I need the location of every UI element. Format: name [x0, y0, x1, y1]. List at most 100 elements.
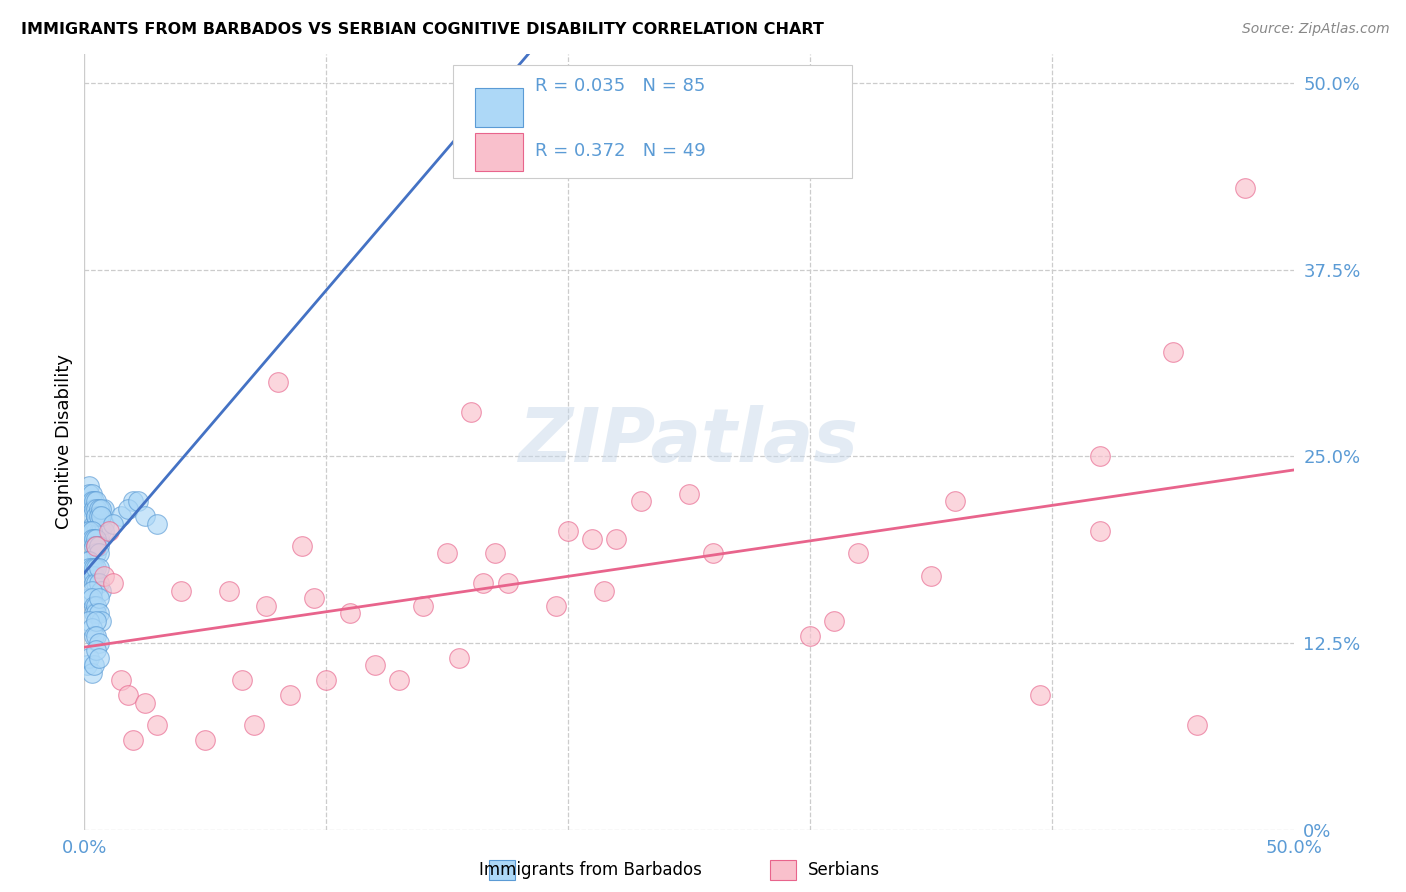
Point — [86, 501, 108, 516]
Point — [593, 583, 616, 598]
Point — [87, 561, 110, 575]
Point — [110, 509, 132, 524]
Point — [83, 494, 105, 508]
Point — [110, 673, 132, 688]
Point — [80, 509, 103, 524]
Point — [86, 606, 108, 620]
Point — [472, 576, 495, 591]
FancyBboxPatch shape — [770, 860, 796, 880]
FancyBboxPatch shape — [489, 860, 515, 880]
Point — [77, 524, 100, 538]
Point — [97, 524, 120, 538]
Point — [315, 673, 337, 688]
Point — [80, 501, 103, 516]
Point — [87, 524, 110, 538]
Point — [254, 599, 277, 613]
Point — [87, 606, 110, 620]
Point — [496, 576, 519, 591]
Point — [278, 688, 301, 702]
Point — [121, 494, 143, 508]
Point — [83, 599, 105, 613]
Point — [83, 532, 105, 546]
Point — [87, 636, 110, 650]
Point — [80, 665, 103, 680]
Text: R = 0.035   N = 85: R = 0.035 N = 85 — [536, 77, 706, 95]
Point — [77, 591, 100, 606]
Point — [83, 501, 105, 516]
Point — [83, 516, 105, 531]
Text: Source: ZipAtlas.com: Source: ZipAtlas.com — [1241, 22, 1389, 37]
Point — [1088, 524, 1111, 538]
Point — [90, 524, 112, 538]
Point — [267, 375, 290, 389]
Point — [544, 599, 567, 613]
Point — [86, 509, 108, 524]
Point — [77, 651, 100, 665]
Point — [449, 651, 471, 665]
Point — [86, 628, 108, 642]
Text: Serbians: Serbians — [807, 861, 880, 879]
Point — [1185, 718, 1208, 732]
Point — [93, 524, 115, 538]
Point — [702, 546, 724, 560]
Point — [86, 494, 108, 508]
Point — [920, 569, 942, 583]
Point — [86, 614, 108, 628]
Point — [581, 532, 603, 546]
Point — [1088, 450, 1111, 464]
Point — [630, 494, 652, 508]
Point — [80, 524, 103, 538]
Point — [80, 583, 103, 598]
Point — [83, 569, 105, 583]
Point — [242, 718, 264, 732]
Point — [86, 599, 108, 613]
Point — [1161, 345, 1184, 359]
Point — [83, 658, 105, 673]
Point — [77, 614, 100, 628]
Y-axis label: Cognitive Disability: Cognitive Disability — [55, 354, 73, 529]
FancyBboxPatch shape — [453, 65, 852, 178]
Point — [90, 516, 112, 531]
Point — [77, 479, 100, 493]
Point — [121, 733, 143, 747]
Point — [83, 606, 105, 620]
Point — [86, 643, 108, 657]
Point — [86, 539, 108, 553]
Point — [1028, 688, 1050, 702]
Point — [86, 539, 108, 553]
Point — [87, 501, 110, 516]
Point — [80, 487, 103, 501]
Point — [943, 494, 966, 508]
Point — [93, 569, 115, 583]
Point — [87, 501, 110, 516]
Point — [86, 524, 108, 538]
Point — [117, 688, 139, 702]
Point — [799, 628, 821, 642]
Text: ZIPatlas: ZIPatlas — [519, 405, 859, 478]
Point — [90, 509, 112, 524]
Point — [678, 487, 700, 501]
Point — [194, 733, 217, 747]
Point — [80, 569, 103, 583]
Point — [80, 591, 103, 606]
Point — [231, 673, 253, 688]
Point — [302, 591, 325, 606]
Point — [90, 614, 112, 628]
Point — [1234, 181, 1257, 195]
Point — [93, 516, 115, 531]
Point — [86, 576, 108, 591]
Point — [90, 583, 112, 598]
Point — [134, 509, 156, 524]
Point — [103, 516, 125, 531]
Point — [412, 599, 434, 613]
Point — [87, 546, 110, 560]
Point — [363, 658, 385, 673]
Point — [83, 561, 105, 575]
Point — [557, 524, 579, 538]
Point — [93, 501, 115, 516]
Point — [77, 561, 100, 575]
Point — [87, 539, 110, 553]
Point — [117, 501, 139, 516]
Point — [218, 583, 240, 598]
Point — [80, 494, 103, 508]
